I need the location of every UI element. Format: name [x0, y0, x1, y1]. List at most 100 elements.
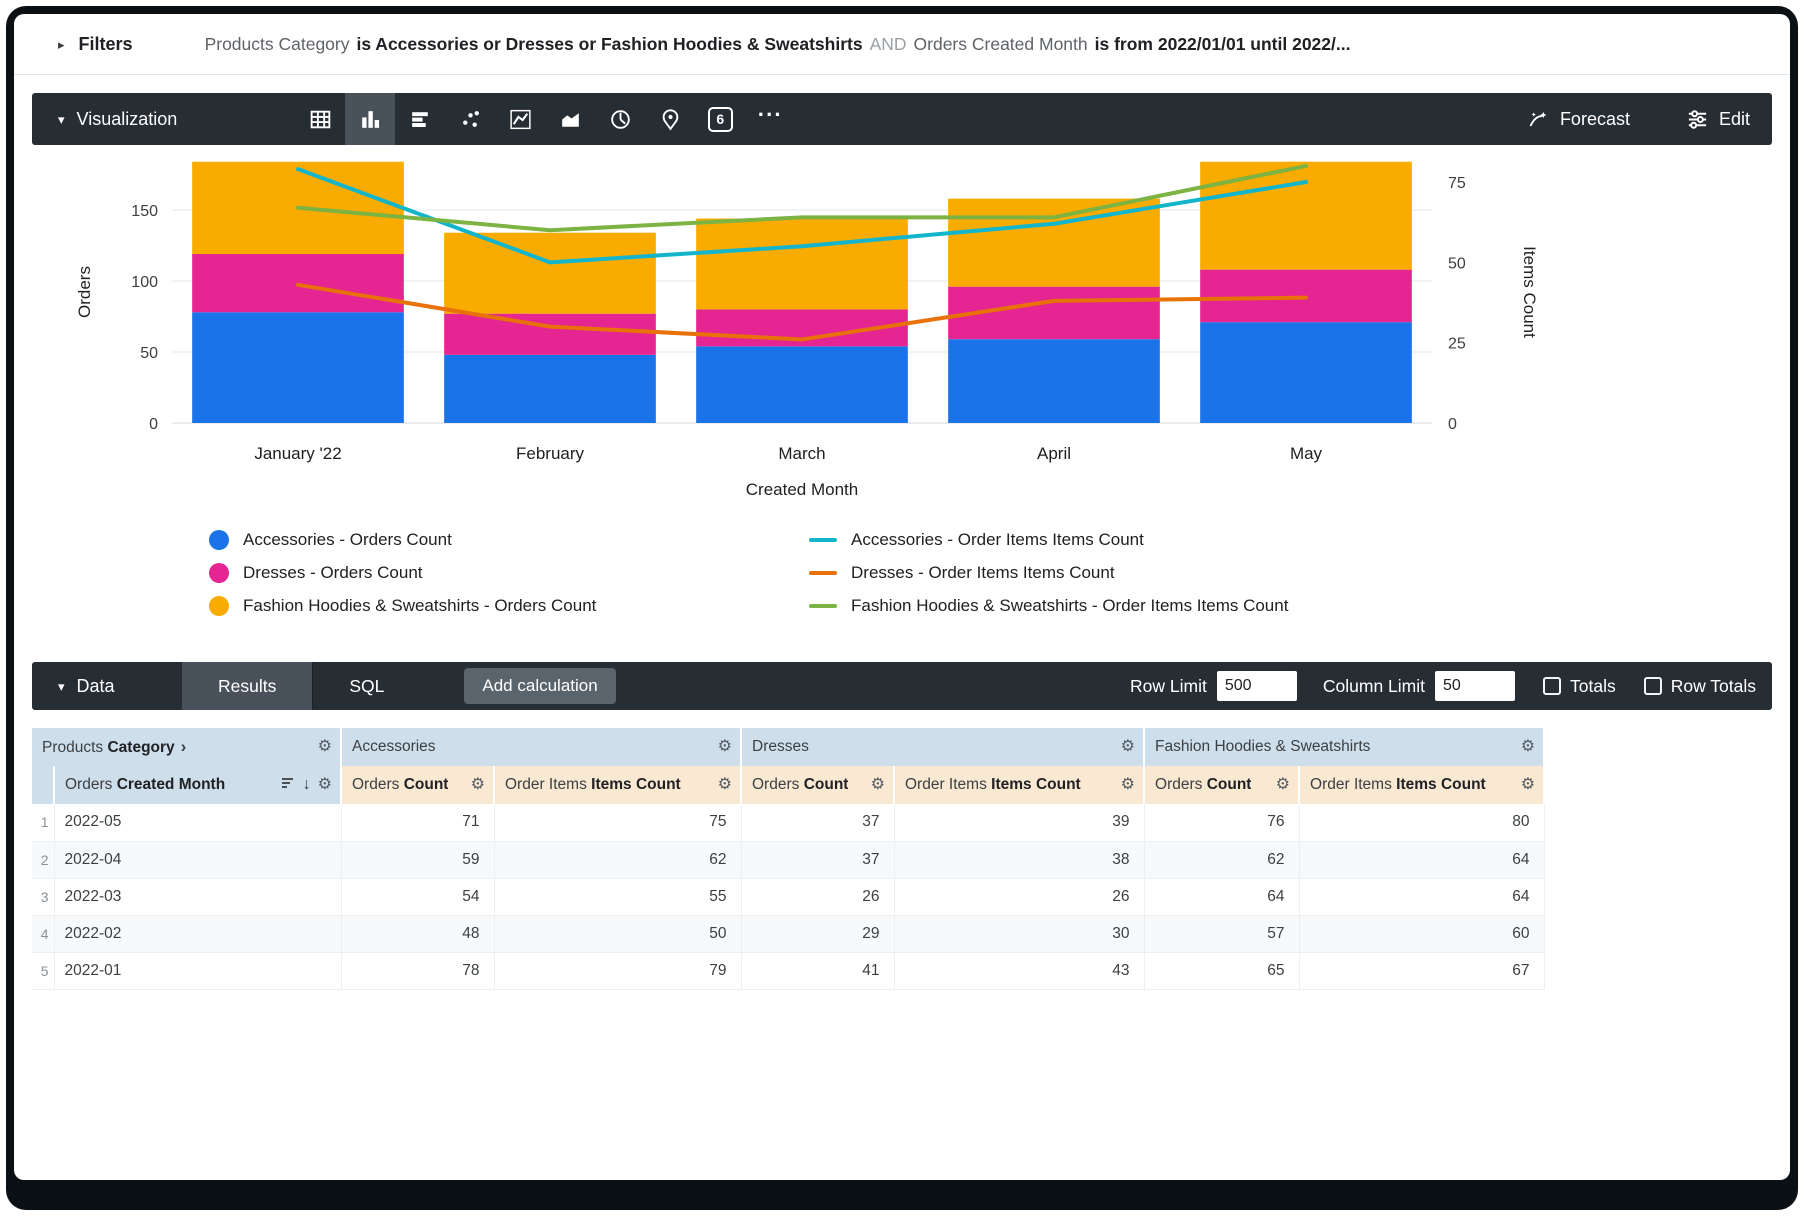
row-totals-group[interactable]: Row Totals [1644, 676, 1756, 697]
legend-item[interactable]: Accessories - Order Items Items Count [809, 523, 1288, 556]
gear-icon[interactable]: ⚙ [1121, 777, 1135, 793]
measure-value[interactable]: 26 [894, 878, 1144, 915]
data-collapse-icon[interactable]: ▾ [58, 680, 65, 693]
gear-icon[interactable]: ⚙ [318, 739, 332, 755]
totals-group[interactable]: Totals [1543, 676, 1616, 697]
totals-checkbox[interactable] [1543, 677, 1561, 695]
table-chart-icon[interactable] [295, 93, 345, 145]
legend-item[interactable]: Fashion Hoodies & Sweatshirts - Orders C… [209, 589, 809, 622]
measure-header[interactable]: Orders Count⚙ [741, 766, 894, 804]
forecast-button[interactable]: Forecast [1527, 108, 1630, 131]
map-chart-icon[interactable] [645, 93, 695, 145]
area-chart-icon[interactable] [545, 93, 595, 145]
legend-item[interactable]: Dresses - Orders Count [209, 556, 809, 589]
measure-value[interactable]: 29 [741, 915, 894, 952]
measure-value[interactable]: 60 [1299, 915, 1544, 952]
gear-icon[interactable]: ⚙ [1276, 777, 1290, 793]
legend-label: Dresses - Order Items Items Count [851, 563, 1115, 583]
legend-item[interactable]: Fashion Hoodies & Sweatshirts - Order It… [809, 589, 1288, 622]
data-section[interactable]: ▾ Data [32, 676, 182, 697]
measure-value[interactable]: 64 [1299, 878, 1544, 915]
dimension-value[interactable]: 2022-01 [54, 952, 341, 989]
row-limit-input[interactable] [1217, 671, 1297, 701]
line-chart-icon[interactable] [495, 93, 545, 145]
add-calculation-button[interactable]: Add calculation [464, 668, 615, 704]
measure-value[interactable]: 62 [1144, 841, 1299, 878]
gear-icon[interactable]: ⚙ [718, 739, 732, 755]
measure-header[interactable]: Order Items Items Count⚙ [494, 766, 741, 804]
orders-chart[interactable]: 0501001500255075January '22FebruaryMarch… [32, 151, 1772, 507]
measure-value[interactable]: 38 [894, 841, 1144, 878]
bar-chart-icon[interactable] [395, 93, 445, 145]
sort-desc-icon[interactable]: ↓ [303, 776, 311, 794]
pie-chart-icon[interactable] [595, 93, 645, 145]
measure-value[interactable]: 50 [494, 915, 741, 952]
measure-value[interactable]: 43 [894, 952, 1144, 989]
measure-value[interactable]: 80 [1299, 804, 1544, 841]
measure-group-header[interactable]: Fashion Hoodies & Sweatshirts⚙ [1144, 728, 1544, 766]
gear-icon[interactable]: ⚙ [318, 777, 332, 793]
measure-value[interactable]: 37 [741, 804, 894, 841]
measure-value[interactable]: 41 [741, 952, 894, 989]
dimension-value[interactable]: 2022-05 [54, 804, 341, 841]
measure-value[interactable]: 54 [341, 878, 494, 915]
measure-value[interactable]: 48 [341, 915, 494, 952]
measure-header[interactable]: Orders Count⚙ [1144, 766, 1299, 804]
more-chart-types-icon[interactable]: ··· [745, 93, 795, 145]
dimension-group-header[interactable]: Products Category›⚙ [32, 728, 341, 766]
measure-value[interactable]: 71 [341, 804, 494, 841]
scatter-chart-icon[interactable] [445, 93, 495, 145]
tab-results[interactable]: Results [182, 662, 312, 710]
measure-value[interactable]: 65 [1144, 952, 1299, 989]
measure-value[interactable]: 55 [494, 878, 741, 915]
chevron-right-icon[interactable]: › [181, 737, 187, 756]
measure-value[interactable]: 75 [494, 804, 741, 841]
gear-icon[interactable]: ⚙ [471, 777, 485, 793]
dimension-header[interactable]: Orders Created Month↓⚙ [54, 766, 341, 804]
subtotal-icon[interactable] [280, 775, 296, 796]
gear-icon[interactable]: ⚙ [1521, 739, 1535, 755]
measure-value[interactable]: 62 [494, 841, 741, 878]
measure-header[interactable]: Orders Count⚙ [341, 766, 494, 804]
measure-group-header[interactable]: Dresses⚙ [741, 728, 1144, 766]
legend-bars: Accessories - Orders Count Dresses - Orde… [209, 523, 809, 622]
measure-value[interactable]: 59 [341, 841, 494, 878]
measure-value[interactable]: 64 [1144, 878, 1299, 915]
filters-section-label[interactable]: Filters [79, 34, 133, 55]
measure-group-header[interactable]: Accessories⚙ [341, 728, 741, 766]
legend-swatch-line [809, 538, 837, 542]
row-totals-checkbox[interactable] [1644, 677, 1662, 695]
dimension-value[interactable]: 2022-02 [54, 915, 341, 952]
filters-expand-icon[interactable]: ▸ [58, 38, 65, 51]
measure-value[interactable]: 64 [1299, 841, 1544, 878]
measure-header[interactable]: Order Items Items Count⚙ [894, 766, 1144, 804]
gear-icon[interactable]: ⚙ [718, 777, 732, 793]
legend-label: Accessories - Orders Count [243, 530, 452, 550]
dimension-value[interactable]: 2022-04 [54, 841, 341, 878]
measure-value[interactable]: 67 [1299, 952, 1544, 989]
measure-value[interactable]: 39 [894, 804, 1144, 841]
dimension-value[interactable]: 2022-03 [54, 878, 341, 915]
measure-value[interactable]: 26 [741, 878, 894, 915]
filter-expression[interactable]: Products Categoryis Accessories or Dress… [205, 34, 1358, 55]
gear-icon[interactable]: ⚙ [1521, 777, 1535, 793]
measure-value[interactable]: 57 [1144, 915, 1299, 952]
measure-value[interactable]: 76 [1144, 804, 1299, 841]
gear-icon[interactable]: ⚙ [871, 777, 885, 793]
visualization-section-label[interactable]: Visualization [77, 109, 178, 130]
filters-bar: ▸ Filters Products Categoryis Accessorie… [14, 14, 1790, 75]
measure-value[interactable]: 79 [494, 952, 741, 989]
measure-value[interactable]: 30 [894, 915, 1144, 952]
column-chart-icon[interactable] [345, 93, 395, 145]
edit-button[interactable]: Edit [1686, 108, 1750, 131]
legend-item[interactable]: Dresses - Order Items Items Count [809, 556, 1288, 589]
single-value-icon[interactable]: 6 [695, 93, 745, 145]
measure-header[interactable]: Order Items Items Count⚙ [1299, 766, 1544, 804]
measure-value[interactable]: 37 [741, 841, 894, 878]
visualization-collapse-icon[interactable]: ▾ [58, 113, 65, 126]
column-limit-input[interactable] [1435, 671, 1515, 701]
legend-item[interactable]: Accessories - Orders Count [209, 523, 809, 556]
gear-icon[interactable]: ⚙ [1121, 739, 1135, 755]
tab-sql[interactable]: SQL [312, 662, 420, 710]
measure-value[interactable]: 78 [341, 952, 494, 989]
